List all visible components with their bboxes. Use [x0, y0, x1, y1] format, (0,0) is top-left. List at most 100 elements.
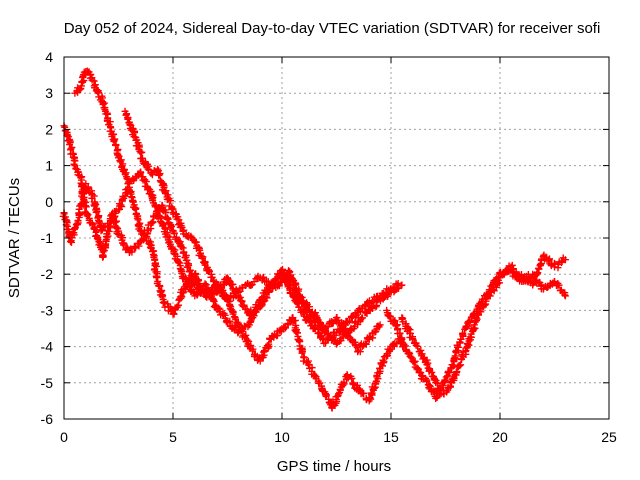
interp-point: [260, 348, 268, 356]
interp-point: [83, 210, 91, 218]
interp-point: [180, 248, 188, 256]
interp-point: [118, 203, 126, 211]
interp-point: [462, 347, 470, 355]
interp-point: [174, 258, 182, 266]
interp-point: [112, 141, 120, 149]
interp-point: [348, 375, 356, 383]
interp-point: [535, 265, 543, 273]
x-tick-label: 15: [383, 429, 399, 445]
interp-point: [218, 286, 226, 294]
interp-point: [406, 352, 414, 360]
interp-point: [185, 261, 193, 269]
interp-point: [82, 203, 90, 211]
interp-point: [115, 152, 123, 160]
interp-point: [99, 251, 107, 259]
interp-point: [519, 277, 527, 285]
interp-point: [360, 389, 368, 397]
y-tick-label: 2: [45, 121, 53, 137]
data-point: [507, 267, 515, 275]
interp-point: [466, 333, 474, 341]
interp-point: [224, 275, 232, 283]
interp-point: [368, 299, 376, 307]
interp-point: [112, 223, 120, 231]
interp-point: [456, 339, 464, 347]
interp-point: [384, 352, 392, 360]
y-tick-label: 4: [45, 49, 53, 65]
y-tick-label: 1: [45, 158, 53, 174]
interp-point: [127, 245, 135, 253]
interp-point: [545, 256, 553, 264]
interp-point: [93, 208, 101, 216]
interp-point: [295, 336, 303, 344]
interp-point: [242, 331, 250, 339]
interp-point: [410, 359, 418, 367]
y-tick-label: -5: [41, 375, 54, 391]
interp-point: [155, 171, 163, 179]
interp-point: [300, 354, 308, 362]
interp-point: [243, 336, 251, 344]
interp-point: [446, 382, 454, 390]
interp-point: [164, 215, 172, 223]
interp-point: [100, 104, 108, 112]
interp-point: [201, 280, 209, 288]
interp-point: [111, 135, 119, 143]
interp-point: [466, 318, 474, 326]
interp-point: [292, 328, 300, 336]
y-tick-label: -3: [41, 302, 54, 318]
interp-point: [362, 340, 370, 348]
interp-point: [231, 321, 239, 329]
interp-point: [153, 274, 161, 282]
interp-point: [207, 270, 215, 278]
interp-point: [393, 283, 401, 291]
interp-point: [217, 286, 225, 294]
interp-point: [440, 377, 448, 385]
interp-point: [151, 201, 159, 209]
x-axis-label: GPS time / hours: [277, 458, 391, 475]
interp-point: [90, 192, 98, 200]
interp-point: [80, 77, 88, 85]
interp-point: [170, 229, 178, 237]
interp-point: [254, 304, 262, 312]
interp-point: [112, 217, 120, 225]
data-point: [202, 292, 210, 300]
interp-point: [479, 298, 487, 306]
interp-point: [137, 169, 145, 177]
interp-point: [536, 260, 544, 268]
interp-point: [530, 272, 538, 280]
y-tick-label: 3: [45, 85, 53, 101]
interp-point: [500, 270, 508, 278]
interp-point: [409, 335, 417, 343]
interp-point: [191, 239, 199, 247]
interp-point: [356, 348, 364, 356]
y-tick-label: -2: [41, 266, 54, 282]
interp-point: [91, 81, 99, 89]
interp-point: [232, 315, 240, 323]
data-point: [376, 321, 384, 329]
interp-point: [465, 337, 473, 345]
interp-point: [446, 369, 454, 377]
series-track-a: [59, 180, 406, 412]
interp-point: [550, 278, 558, 286]
interp-point: [247, 281, 255, 289]
data-point: [267, 281, 275, 289]
interp-point: [259, 274, 267, 282]
x-tick-label: 5: [169, 429, 177, 445]
interp-point: [159, 180, 167, 188]
interp-point: [135, 222, 143, 230]
interp-point: [120, 240, 128, 248]
series-track-f: [383, 266, 569, 402]
interp-point: [208, 273, 216, 281]
y-axis-label: SDTVAR / TECUs: [6, 178, 23, 298]
y-tick-label: -4: [41, 339, 54, 355]
interp-point: [432, 394, 440, 402]
x-tick-label: 25: [601, 429, 617, 445]
interp-point: [208, 289, 216, 297]
interp-point: [265, 340, 273, 348]
x-tick-label: 10: [274, 429, 290, 445]
interp-point: [260, 293, 268, 301]
interp-point: [433, 380, 441, 388]
series-track-d: [121, 107, 406, 347]
interp-point: [88, 187, 96, 195]
interp-point: [70, 160, 78, 168]
interp-point: [317, 320, 325, 328]
